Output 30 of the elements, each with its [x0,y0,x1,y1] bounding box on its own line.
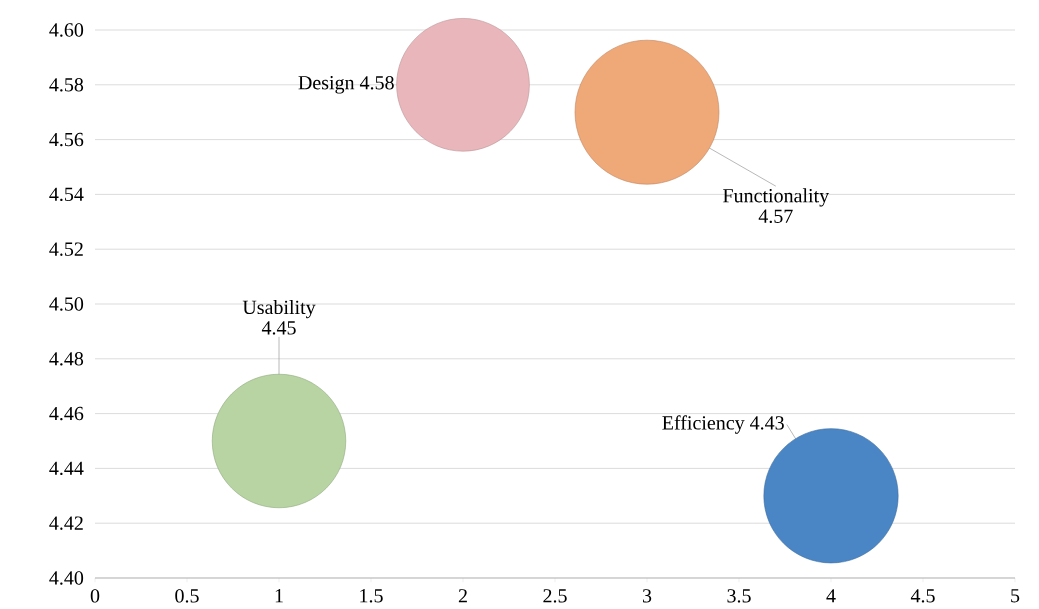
x-tick-label: 2.5 [543,588,567,603]
data-label: 4.58 [359,75,394,90]
x-tick-label: 1 [275,588,283,603]
y-tick-label: 4.44 [49,461,84,475]
data-label: 4.45 [261,321,296,335]
y-tick-label: 4.54 [49,187,84,201]
y-tick-label: 4.58 [49,77,84,92]
y-tick-label: 4.52 [49,242,83,256]
y-tick-label: 4.42 [49,516,83,530]
y-tick-label: 4.46 [49,406,84,421]
text: Functionality [723,188,830,207]
y-tick-label: 4.40 [49,571,84,585]
x-tick-label: 2 [458,588,467,603]
x-tick-label: 3.5 [727,588,751,603]
text: Usability [242,299,316,319]
data-label: 4.43 [750,416,784,430]
text: Efficiency [662,415,745,434]
x-tick-label: 3 [642,588,652,603]
y-tick-label: 4.56 [49,132,84,147]
y-tick-label: 4.50 [49,297,84,311]
x-tick-label: 5 [1011,588,1020,603]
x-tick-label: 0.5 [175,588,199,603]
x-tick-label: 4.5 [910,588,935,603]
data-label: 4.57 [758,209,793,223]
x-tick-label: 0 [90,588,100,603]
y-tick-label: 4.48 [49,351,84,366]
y-tick-label: 4.60 [49,23,84,37]
x-tick-label: 1.5 [360,588,383,603]
text: Design [298,75,355,94]
x-tick-label: 4 [826,588,836,603]
